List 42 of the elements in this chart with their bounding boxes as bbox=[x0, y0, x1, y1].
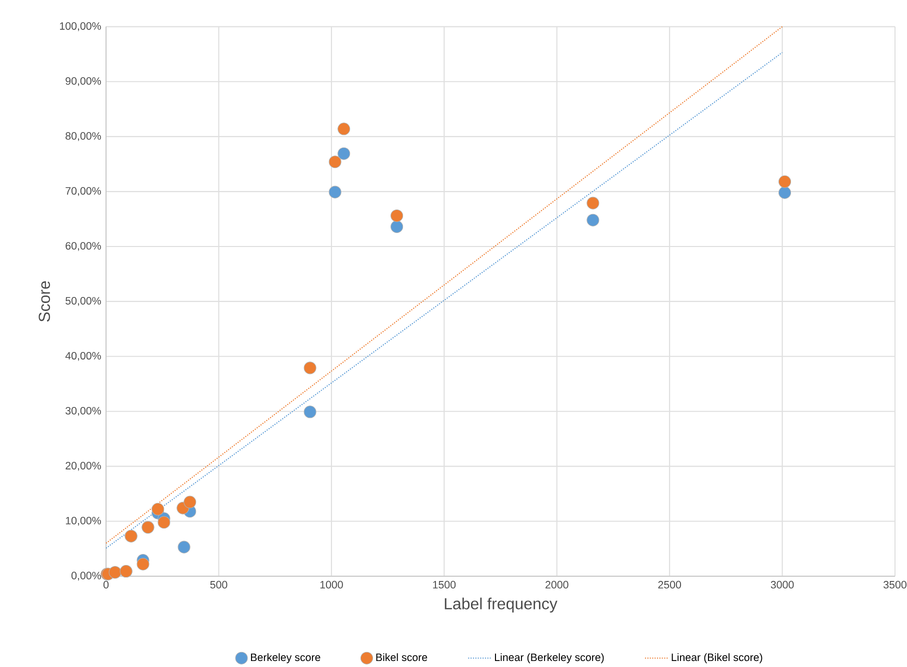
point bbox=[304, 362, 316, 374]
legend-label: Bikel score bbox=[376, 653, 428, 662]
point bbox=[586, 196, 600, 210]
x-tick-label: 1500 bbox=[433, 580, 456, 589]
point bbox=[390, 209, 404, 222]
y-tick-label: 70,00% bbox=[66, 187, 101, 196]
point bbox=[338, 147, 350, 160]
point bbox=[178, 540, 190, 554]
point bbox=[586, 214, 600, 226]
point bbox=[152, 502, 164, 516]
x-tick-label: 1000 bbox=[320, 580, 343, 589]
y-tick-label: 10,00% bbox=[66, 516, 101, 526]
x-tick-label: 3000 bbox=[770, 580, 794, 589]
legend-label: Berkeley score bbox=[251, 653, 320, 664]
point bbox=[390, 220, 404, 234]
y-axis-title: Score bbox=[38, 281, 50, 322]
point bbox=[136, 558, 150, 570]
point bbox=[184, 496, 196, 508]
point bbox=[338, 122, 350, 136]
point bbox=[304, 406, 316, 418]
y-tick-label: 40,00% bbox=[65, 352, 101, 361]
y-tick-label: 30,00% bbox=[66, 406, 101, 416]
x-tick-label: 2000 bbox=[546, 580, 568, 589]
point bbox=[778, 175, 792, 188]
legend-label: Linear (Berkeley score) bbox=[495, 653, 604, 664]
x-tick-label: 0 bbox=[103, 580, 109, 589]
y-tick-label: 80,00% bbox=[66, 132, 101, 142]
point bbox=[328, 156, 342, 168]
y-tick-label: 0,00% bbox=[71, 572, 101, 581]
y-tick-label: 20,00% bbox=[66, 462, 101, 471]
point bbox=[778, 186, 792, 199]
x-tick-label: 2500 bbox=[658, 580, 682, 589]
x-tick-label: 500 bbox=[210, 580, 228, 589]
y-tick-label: 100,00% bbox=[60, 22, 101, 32]
point bbox=[328, 186, 342, 198]
y-tick-label: 50,00% bbox=[66, 297, 101, 306]
point bbox=[158, 516, 170, 529]
x-axis-title: Label frequency bbox=[444, 598, 558, 613]
x-tick-label: 3500 bbox=[884, 580, 906, 589]
legend-label: Linear (Bikel score) bbox=[672, 653, 762, 664]
y-tick-label: 90,00% bbox=[66, 77, 101, 86]
y-tick-label: 60,00% bbox=[66, 242, 101, 251]
